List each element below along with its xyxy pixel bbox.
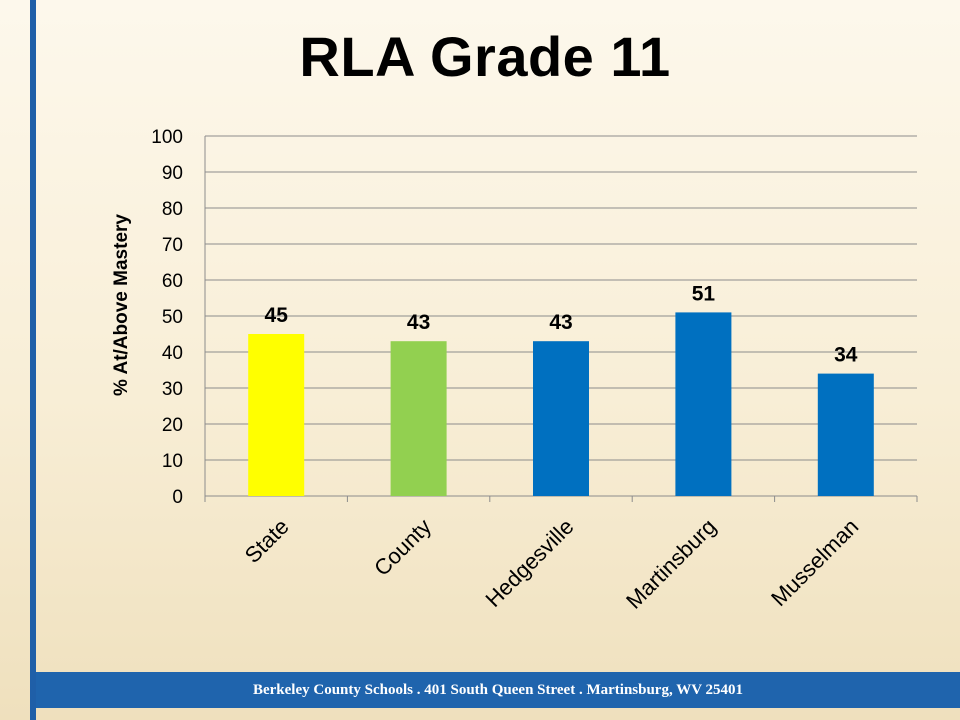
y-tick-label: 60 [162,271,183,292]
y-tick-label: 50 [162,307,183,328]
y-tick-label: 40 [162,343,183,364]
data-labels: 45 43 43 51 34 [265,282,858,366]
x-tick-label: State [240,514,294,568]
y-tick-labels: 0 10 20 30 40 50 60 70 80 90 100 [151,127,183,508]
y-tick-label: 90 [162,163,183,184]
x-tick-label: Musselman [766,514,863,611]
y-tick-label: 0 [172,487,183,508]
data-label: 51 [692,282,716,305]
x-tick-label: Hedgesville [480,514,578,612]
bar-musselman [817,373,874,496]
data-label: 34 [834,344,858,367]
gridlines [204,135,918,502]
data-label: 43 [407,311,430,334]
y-tick-label: 30 [162,379,183,400]
y-tick-label: 100 [151,127,183,148]
x-tick-label: Martinsburg [621,514,721,614]
y-tick-label: 70 [162,235,183,256]
data-label: 43 [549,311,572,334]
y-axis-label: % At/Above Mastery [111,214,132,396]
bar-hedgesville [533,341,589,496]
y-tick-label: 80 [162,199,183,220]
x-tick-labels: State County Hedgesville Martinsburg Musselm… [240,514,864,614]
bar-martinsburg [675,312,732,496]
y-tick-label: 20 [162,415,183,436]
bar-county [390,341,447,496]
y-tick-label: 10 [162,451,183,472]
bar-chart: 0 10 20 30 40 50 60 70 80 90 100 45 43 43 51 34 State C… [111,127,918,614]
slide-title: RLA Grade 11 [299,25,671,88]
bar-state [248,334,305,496]
bars [248,312,874,496]
footer-bar: Berkeley County Schools . 401 South Quee… [36,672,960,708]
left-accent-bar [30,0,36,720]
data-label: 45 [265,304,289,327]
x-tick-label: County [369,514,436,581]
